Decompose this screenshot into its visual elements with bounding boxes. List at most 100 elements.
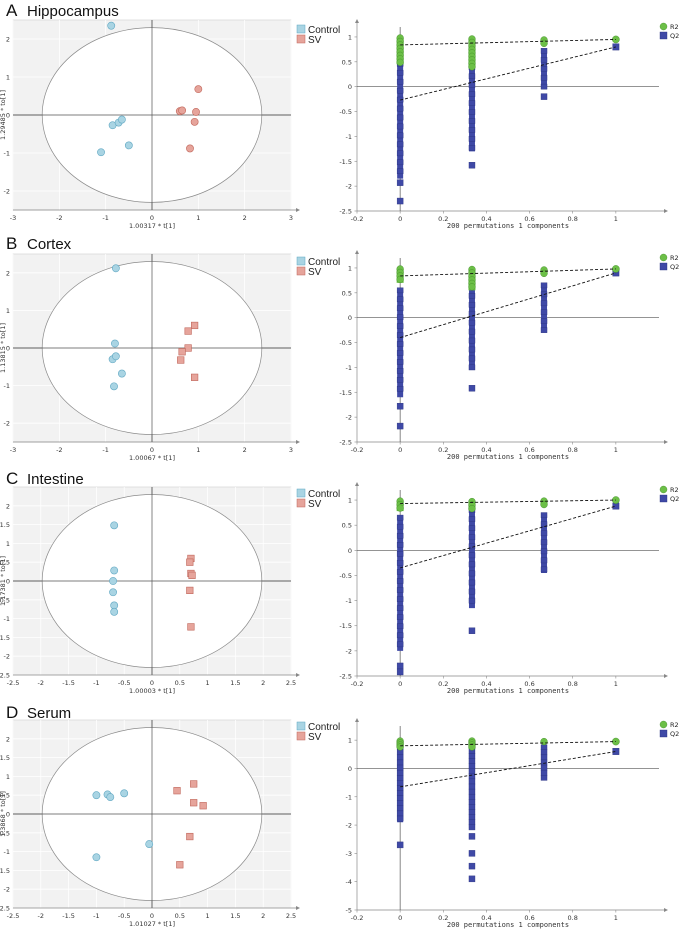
perm1-q2-point bbox=[468, 328, 476, 335]
panel-title-D: Serum bbox=[27, 705, 71, 722]
perm1-q2-point bbox=[468, 301, 476, 308]
perm1-q2-point bbox=[540, 300, 548, 307]
perm1-q2-point bbox=[396, 385, 404, 392]
score2-y-tick-label: -1 bbox=[4, 615, 10, 623]
perm0-q2-point bbox=[540, 74, 548, 81]
perm3-legend-q2-swatch bbox=[659, 729, 668, 738]
perm2-r2-point bbox=[468, 505, 476, 513]
perm0-q2-point bbox=[540, 48, 548, 54]
perm2-y-tick-label: -1.5 bbox=[339, 622, 352, 630]
perm1-x-axis-label: 200 permutations 1 components bbox=[447, 453, 569, 461]
score2-legend-sv-swatch bbox=[296, 498, 306, 508]
perm2-q2-point bbox=[540, 539, 548, 546]
score2-legend-sv-label: SV bbox=[308, 499, 322, 510]
score2-sv-point bbox=[186, 558, 194, 566]
perm2-q2-point bbox=[468, 570, 476, 577]
perm3-q2-final-point bbox=[612, 748, 620, 755]
score2-y-tick-label: 2 bbox=[6, 502, 10, 510]
score2-x-tick-label: 1.5 bbox=[230, 679, 240, 687]
perm3-x-tick-label: 0.6 bbox=[524, 914, 534, 922]
score0-x-tick-label: 3 bbox=[289, 214, 293, 222]
perm2-q2-point bbox=[396, 587, 404, 593]
perm1-q2-point bbox=[468, 346, 476, 353]
score3-sv-point bbox=[190, 780, 198, 788]
score1-x-axis-arrow bbox=[296, 440, 300, 444]
perm1-x-tick-label: 0.4 bbox=[481, 446, 491, 454]
score1-y-tick-label: -2 bbox=[4, 420, 10, 428]
perm3-q2-point bbox=[396, 795, 404, 801]
score3-y-axis-label: 1.3868 * to[1] bbox=[0, 791, 7, 837]
score0-y-axis-label: 1.29485 * to[1] bbox=[0, 90, 7, 140]
perm3-q2-point bbox=[468, 804, 476, 810]
score3-x-tick-label: -0.5 bbox=[118, 912, 131, 920]
score0-x-tick-label: 2 bbox=[243, 214, 247, 222]
score3-x-tick-label: 1.5 bbox=[230, 912, 240, 920]
perm0-q2-final-point bbox=[612, 43, 620, 51]
perm3-y-tick-label: 0 bbox=[348, 765, 352, 773]
score0-sv-point bbox=[178, 106, 187, 115]
perm3-q2-point bbox=[540, 769, 548, 776]
perm0-q2-point bbox=[468, 127, 476, 133]
panel-label-B: B bbox=[6, 234, 17, 253]
perm3-q2-point bbox=[468, 758, 476, 764]
perm1-y-tick-label: 0.5 bbox=[342, 289, 352, 297]
perm2-x-tick-label: 0.6 bbox=[524, 680, 534, 688]
perm2-q2-point bbox=[396, 514, 404, 521]
perm2-q2-point bbox=[396, 641, 404, 648]
perm3-q2-point bbox=[468, 799, 476, 805]
perm2-q2-point bbox=[468, 552, 476, 559]
perm0-q2-point bbox=[396, 114, 404, 121]
perm2-q2-point bbox=[396, 623, 404, 630]
perm3-legend-q2-label: Q2 bbox=[670, 730, 679, 738]
perm2-q2-regression-line bbox=[400, 505, 616, 569]
perm2-q2-point bbox=[396, 605, 404, 611]
perm2-q2-point bbox=[468, 627, 476, 634]
perm2-y-tick-label: 1 bbox=[348, 497, 352, 505]
perm3-r2-regression-line bbox=[400, 741, 616, 747]
score2-control-point bbox=[110, 566, 119, 575]
perm2-q2-point bbox=[468, 516, 476, 522]
perm3-q2-point bbox=[468, 783, 476, 790]
perm1-y-axis-arrow bbox=[355, 250, 359, 254]
score3-y-tick-label: 0 bbox=[6, 811, 10, 819]
score3-legend-sv-swatch bbox=[296, 731, 306, 741]
perm3-x-tick-label: -0.2 bbox=[351, 914, 364, 922]
perm3-q2-point bbox=[540, 775, 548, 781]
score0-control-point bbox=[124, 141, 133, 150]
perm1-q2-point bbox=[396, 323, 404, 329]
perm3-q2-point bbox=[468, 753, 476, 759]
perm1-r2-point bbox=[396, 275, 404, 283]
score2-x-tick-label: 0.5 bbox=[175, 679, 185, 687]
score3-y-tick-label: -2.5 bbox=[0, 905, 10, 913]
score3-x-tick-label: -1 bbox=[93, 912, 99, 920]
perm0-q2-point bbox=[396, 141, 404, 148]
perm0-y-axis-arrow bbox=[355, 19, 359, 23]
perm2-q2-point bbox=[540, 557, 548, 564]
score2-y-tick-label: -0.5 bbox=[0, 596, 10, 604]
perm1-x-tick-label: 0 bbox=[398, 446, 402, 454]
score3-x-tick-label: -1.5 bbox=[62, 912, 75, 920]
panel-label-A: A bbox=[6, 1, 18, 20]
perm1-x-tick-label: 0.8 bbox=[568, 446, 578, 454]
perm2-q2-point bbox=[540, 548, 548, 555]
score3-y-tick-label: 1 bbox=[6, 773, 10, 781]
perm0-legend-q2-label: Q2 bbox=[670, 32, 679, 40]
perm3-y-tick-label: -1 bbox=[346, 793, 352, 801]
score2-y-tick-label: 1.5 bbox=[0, 521, 10, 529]
perm0-q2-point bbox=[396, 96, 404, 103]
perm0-q2-point bbox=[468, 145, 476, 151]
perm3-x-tick-label: 0.8 bbox=[568, 914, 578, 922]
score1-legend-control-swatch bbox=[296, 256, 306, 266]
score2-x-tick-label: 2.5 bbox=[286, 679, 296, 687]
perm2-q2-point bbox=[468, 597, 476, 604]
score1-sv-point bbox=[184, 327, 192, 335]
score1-x-tick-label: 2 bbox=[243, 446, 247, 454]
perm0-q2-point bbox=[540, 93, 548, 100]
score1-y-tick-label: 1 bbox=[6, 307, 10, 315]
perm2-y-tick-label: -2.5 bbox=[339, 673, 352, 681]
perm0-legend-r2-swatch bbox=[659, 22, 668, 31]
score0-x-tick-label: -3 bbox=[10, 214, 16, 222]
perm0-x-tick-label: 0.8 bbox=[568, 215, 578, 223]
score3-x-tick-label: -2.5 bbox=[7, 912, 20, 920]
perm0-y-tick-label: -1 bbox=[346, 133, 352, 141]
